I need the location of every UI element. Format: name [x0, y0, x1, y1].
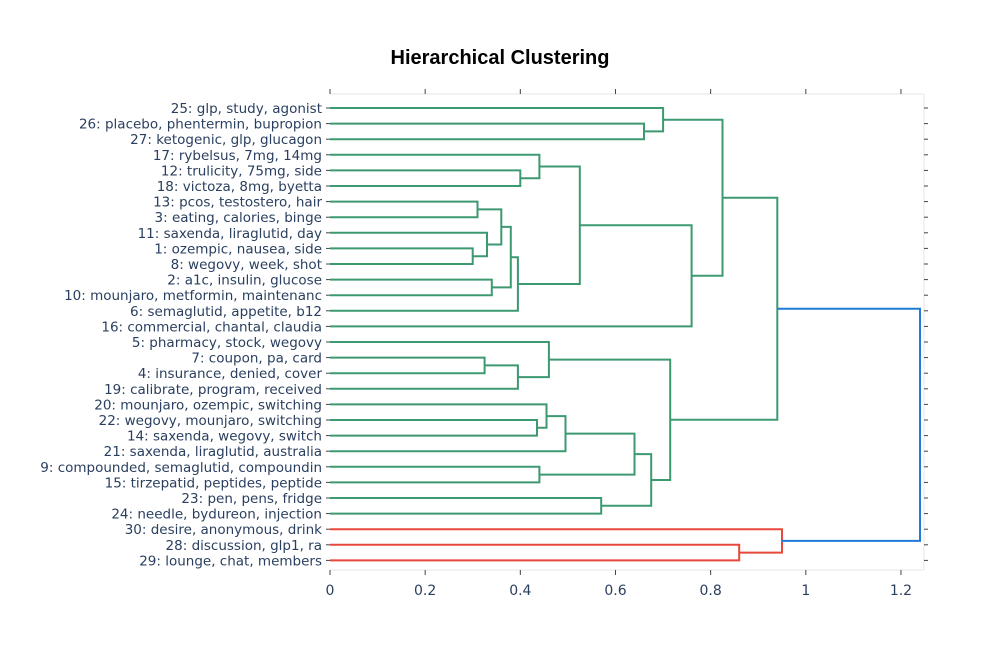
dendrogram-link	[330, 231, 488, 258]
leaf-label: 15: tirzepatid, peptides, peptide	[105, 475, 322, 491]
x-tick-label: 1.2	[890, 583, 912, 599]
leaf-label: 6: semaglutid, appetite, b12	[130, 304, 322, 320]
leaf-label: 27: ketogenic, glp, glucagon	[130, 132, 322, 148]
leaf-label: 24: needle, bydureon, injection	[111, 507, 322, 523]
dendrogram-link	[670, 196, 779, 421]
leaf-label: 5: pharmacy, stock, wegovy	[132, 335, 322, 351]
dendrogram-link	[663, 118, 724, 277]
leaf-label: 10: mounjaro, metformin, maintenanc	[64, 288, 322, 304]
leaf-label: 7: coupon, pa, card	[191, 351, 322, 367]
x-tick-label: 0.8	[700, 583, 722, 599]
dendrogram-link	[330, 364, 519, 390]
dendrogram-link	[330, 247, 474, 265]
x-axis-ticks: 0 0.2 0.4 0.6 0.8 1 1.2	[326, 583, 913, 599]
dendrogram-link	[330, 153, 541, 180]
dendrogram-link	[330, 356, 486, 375]
plot-frame	[326, 89, 928, 575]
dendrogram-link	[330, 122, 645, 141]
leaf-label: 20: mounjaro, ozempic, switching	[94, 397, 322, 413]
leaf-label: 1: ozempic, nausea, side	[154, 241, 322, 257]
leaf-label: 23: pen, pens, fridge	[181, 491, 322, 507]
leaf-label: 29: lounge, chat, members	[139, 553, 322, 569]
dendrogram-link	[330, 415, 567, 453]
leaf-label: 4: insurance, denied, cover	[138, 366, 323, 382]
dendrogram-link	[330, 528, 783, 554]
dendrogram-link	[330, 278, 493, 297]
dendrogram-link	[330, 256, 519, 312]
leaf-label: 12: trulicity, 75mg, side	[161, 163, 322, 179]
dendrogram-link	[330, 169, 522, 187]
leaf-label: 30: desire, anonymous, drink	[125, 522, 322, 538]
dendrogram-link	[330, 465, 541, 484]
dendrogram-link	[330, 419, 538, 437]
leaf-label: 26: placebo, phentermin, bupropion	[79, 117, 322, 133]
leaf-label: 25: glp, study, agonist	[171, 101, 322, 117]
x-tick-label: 0.4	[509, 583, 531, 599]
dendrogram-link	[330, 107, 665, 133]
leaf-label: 22: wegovy, mounjaro, switching	[99, 413, 322, 429]
x-tick-label: 1	[801, 583, 810, 599]
leaf-label: 13: pcos, testostero, hair	[153, 195, 322, 211]
chart-title: Hierarchical Clustering	[391, 47, 610, 69]
dendrogram-link	[330, 403, 548, 429]
leaf-label: 21: saxenda, liraglutid, australia	[104, 444, 322, 460]
leaf-label: 3: eating, calories, binge	[155, 210, 322, 226]
leaf-label: 14: saxenda, wegovy, switch	[127, 429, 322, 445]
leaf-label: 8: wegovy, week, shot	[171, 257, 322, 273]
leaf-label: 17: rybelsus, 7mg, 14mg	[153, 148, 322, 164]
x-tick-label: 0	[326, 583, 335, 599]
dendrogram-link	[539, 432, 636, 476]
leaf-label: 19: calibrate, program, received	[104, 382, 322, 398]
dendrogram-link	[601, 453, 653, 507]
leaf-label: 11: saxenda, liraglutid, day	[138, 226, 322, 242]
dendrogram-link	[777, 307, 921, 542]
dendrogram-link	[330, 497, 603, 515]
leaf-label: 2: a1c, insulin, glucose	[167, 273, 322, 289]
dendrogram-link	[330, 543, 741, 562]
x-tick-label: 0.2	[414, 583, 436, 599]
leaf-label: 16: commercial, chantal, claudia	[101, 319, 322, 335]
dendrogram-links	[330, 107, 921, 562]
x-tick-label: 0.6	[604, 583, 626, 599]
leaf-label: 18: victoza, 8mg, byetta	[157, 179, 322, 195]
dendrogram-link	[477, 208, 503, 246]
dendrogram-link	[330, 341, 550, 379]
leaf-label: 28: discussion, glp1, ra	[166, 538, 322, 554]
dendrogram-link	[517, 165, 581, 285]
dendrogram-link	[330, 200, 479, 219]
leaf-label: 9: compounded, semaglutid, compoundin	[40, 460, 322, 476]
